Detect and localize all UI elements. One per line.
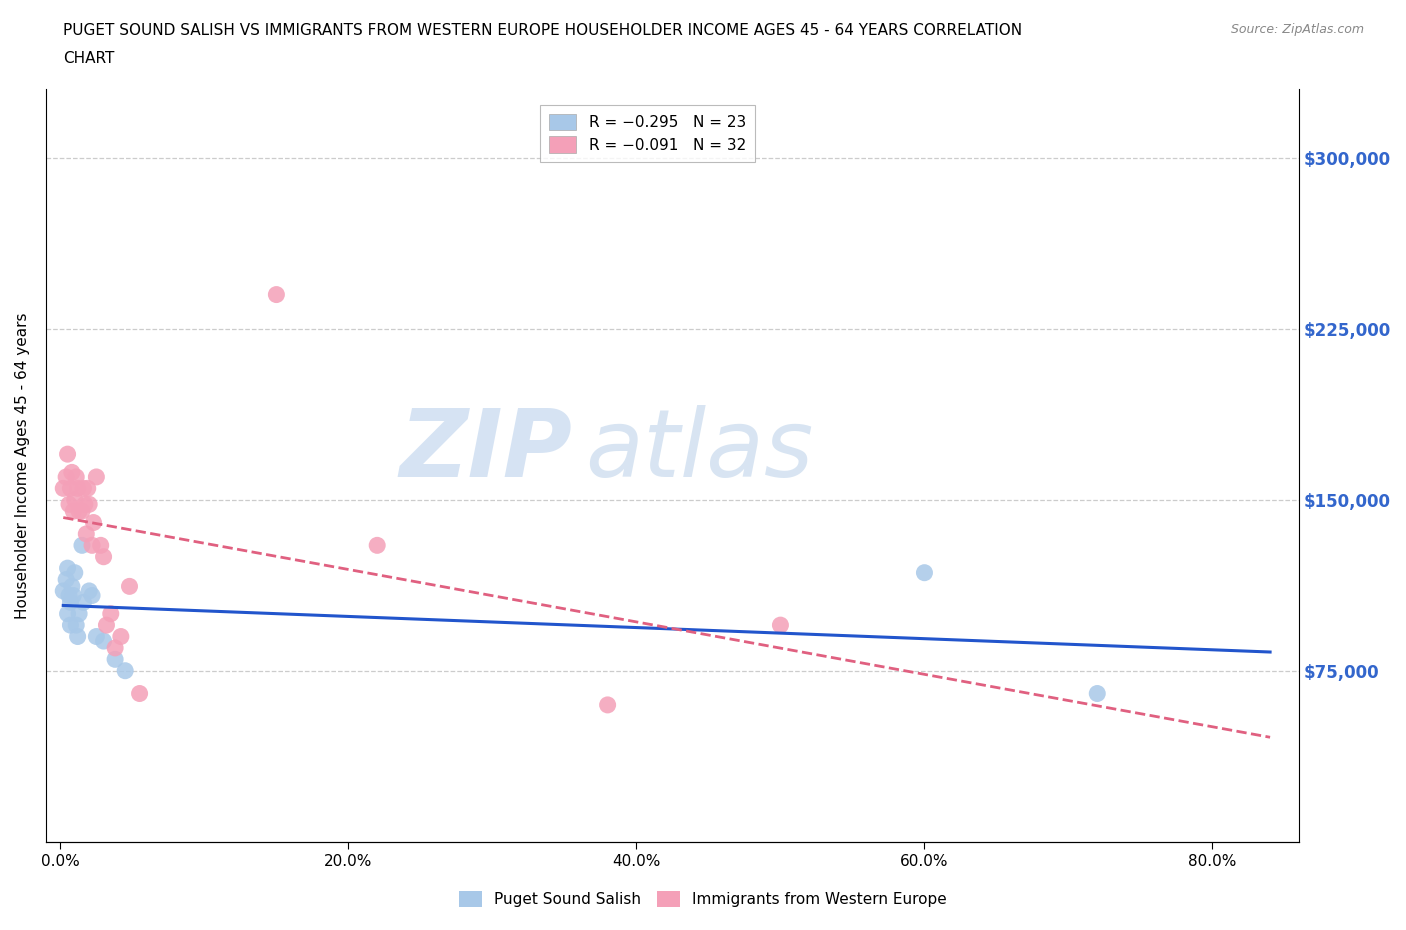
Text: ZIP: ZIP (399, 405, 572, 497)
Point (596, 698, 619, 712)
Point (77, 497, 100, 512)
Point (63, 492, 86, 507)
Point (56, 606, 79, 621)
Text: CHART: CHART (63, 51, 115, 66)
Point (96, 618, 118, 632)
Point (62, 504, 84, 519)
Point (58, 497, 80, 512)
Point (62, 588, 84, 603)
Point (67, 606, 90, 621)
Point (86, 470, 108, 485)
Point (80, 588, 103, 603)
Legend: Puget Sound Salish, Immigrants from Western Europe: Puget Sound Salish, Immigrants from West… (453, 884, 953, 913)
Point (90, 538, 112, 552)
Text: atlas: atlas (585, 405, 813, 496)
Point (72, 595, 94, 610)
Point (266, 287, 288, 302)
Point (70, 504, 93, 519)
Point (52, 481, 75, 496)
Point (93, 633, 115, 648)
Point (114, 663, 136, 678)
Point (59, 618, 82, 632)
Point (55, 470, 77, 485)
Point (55, 572, 77, 587)
Point (56, 561, 79, 576)
Point (73, 497, 96, 512)
Point (60, 579, 83, 594)
Point (60, 465, 83, 480)
Point (56, 446, 79, 461)
Text: PUGET SOUND SALISH VS IMMIGRANTS FROM WESTERN EUROPE HOUSEHOLDER INCOME AGES 45 : PUGET SOUND SALISH VS IMMIGRANTS FROM WE… (63, 23, 1022, 38)
Point (110, 629, 132, 644)
Point (59, 481, 82, 496)
Point (70, 538, 93, 552)
Point (104, 641, 127, 656)
Point (65, 470, 87, 485)
Point (82, 515, 104, 530)
Point (93, 550, 115, 565)
Text: Source: ZipAtlas.com: Source: ZipAtlas.com (1230, 23, 1364, 36)
Y-axis label: Householder Income Ages 45 - 64 years: Householder Income Ages 45 - 64 years (15, 312, 30, 618)
Point (86, 629, 108, 644)
Point (118, 579, 141, 594)
Point (104, 652, 127, 667)
Point (76, 481, 98, 496)
Point (80, 538, 103, 552)
Point (100, 606, 122, 621)
Point (59, 595, 82, 610)
Point (52, 583, 75, 598)
Point (75, 526, 97, 541)
Legend: R = −0.295   N = 23, R = −0.091   N = 32: R = −0.295 N = 23, R = −0.091 N = 32 (540, 104, 755, 163)
Point (77, 583, 100, 598)
Point (769, 618, 792, 632)
Point (1085, 686, 1108, 701)
Point (914, 565, 936, 580)
Point (66, 629, 89, 644)
Point (58, 588, 80, 603)
Point (366, 538, 388, 552)
Point (72, 481, 94, 496)
Point (66, 481, 89, 496)
Point (65, 618, 87, 632)
Point (63, 565, 86, 580)
Point (67, 504, 90, 519)
Point (128, 686, 150, 701)
